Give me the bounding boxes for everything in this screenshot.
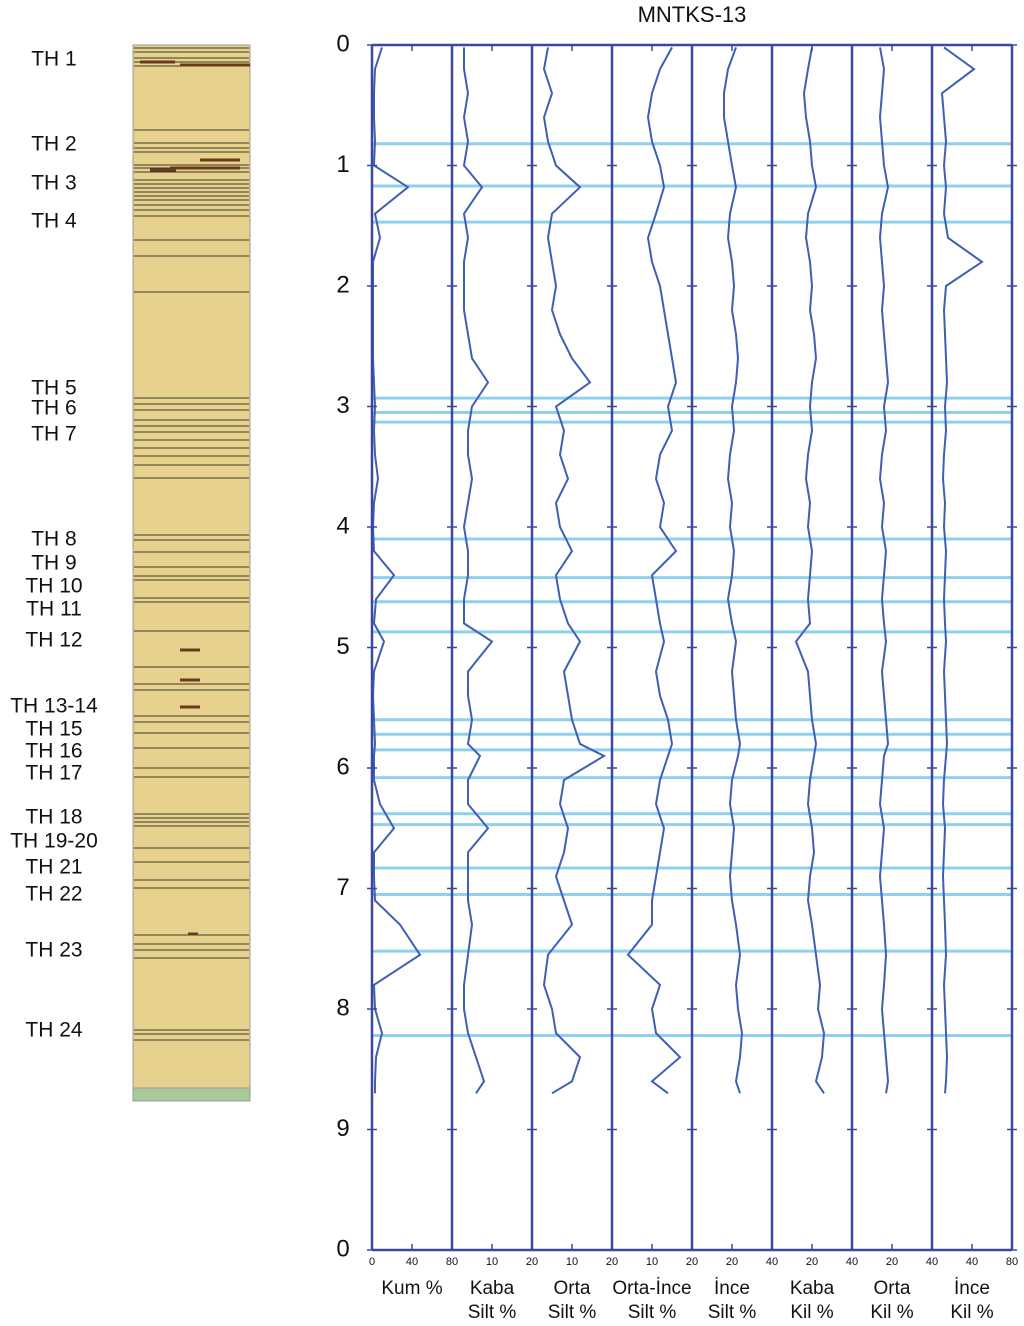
core-label: TH 7 [31,423,77,446]
x-axis-label: İnce [954,1278,990,1299]
x-axis-label: Kaba [470,1278,515,1299]
core-label: TH 5 [31,377,77,400]
x-axis-label: Orta [874,1278,911,1299]
x-tick-label: 10 [486,1256,498,1268]
x-axis-label: İnce [714,1278,750,1299]
core-label: TH 12 [25,629,82,652]
core-label: TH 4 [31,210,77,233]
core-label: TH 8 [31,528,77,551]
y-tick-label: 2 [336,271,349,298]
profile-line [626,46,682,1095]
x-tick-label: 40 [926,1256,938,1268]
profile-line [878,47,890,1094]
x-tick-label: 40 [846,1256,858,1268]
x-axis-label: Kil % [950,1302,993,1323]
core-label: TH 2 [31,133,77,156]
core-label: TH 24 [25,1019,83,1042]
core-label: TH 11 [26,598,82,621]
x-tick-label: 40 [406,1256,418,1268]
x-tick-label: 80 [446,1256,458,1268]
core-label: TH 1 [31,48,77,71]
profile-line [723,47,744,1094]
x-tick-label: 10 [566,1256,578,1268]
x-tick-label: 0 [369,1256,375,1268]
x-axis-label: Kil % [870,1302,913,1323]
chart-title: MNTKS-13 [638,2,747,27]
core-label: TH 18 [25,806,82,829]
core-label: TH 17 [25,762,82,785]
x-tick-label: 20 [726,1256,738,1268]
x-axis-label: Kaba [790,1278,835,1299]
x-tick-label: 20 [526,1256,538,1268]
x-axis-label: Orta-İnce [612,1278,691,1299]
y-tick-label: 9 [336,1115,349,1142]
y-tick-label: 0 [336,1235,349,1262]
core-label: TH 13-14 [10,695,98,718]
x-axis-label: Silt % [468,1302,517,1323]
profile-line [371,47,422,1094]
x-tick-label: 10 [646,1256,658,1268]
y-tick-label: 7 [336,874,349,901]
core-label: TH 23 [25,939,82,962]
x-tick-label: 80 [1006,1256,1018,1268]
core-label: TH 19-20 [10,830,98,853]
y-tick-label: 8 [336,994,349,1021]
x-axis-label: Kil % [790,1302,833,1323]
core-label: TH 21 [25,856,82,879]
x-axis-label: Silt % [548,1302,597,1323]
x-tick-label: 20 [806,1256,818,1268]
y-tick-label: 5 [336,633,349,660]
x-tick-label: 20 [886,1256,898,1268]
x-tick-label: 40 [766,1256,778,1268]
x-axis-label: Silt % [708,1302,757,1323]
y-tick-label: 3 [336,392,349,419]
y-tick-label: 4 [336,512,349,539]
core-label: TH 6 [31,397,77,420]
core-label: TH 22 [25,883,82,906]
core-label: TH 16 [25,740,82,763]
x-tick-label: 20 [606,1256,618,1268]
core-label: TH 10 [25,575,82,598]
x-tick-label: 20 [686,1256,698,1268]
y-tick-label: 1 [336,151,349,178]
x-axis-label: Orta [554,1278,591,1299]
profile-line [462,47,494,1094]
core-label: TH 15 [25,718,82,741]
y-tick-label: 0 [336,30,349,57]
profile-line [940,46,984,1094]
core-base [132,1087,251,1102]
x-tick-label: 40 [966,1256,978,1268]
profile-line [794,47,826,1094]
core-label: TH 3 [31,172,77,195]
x-axis-label: Silt % [628,1302,677,1323]
y-tick-label: 6 [336,753,349,780]
core-label: TH 9 [31,552,77,575]
profile-line [542,47,607,1095]
x-axis-label: Kum % [381,1278,442,1299]
